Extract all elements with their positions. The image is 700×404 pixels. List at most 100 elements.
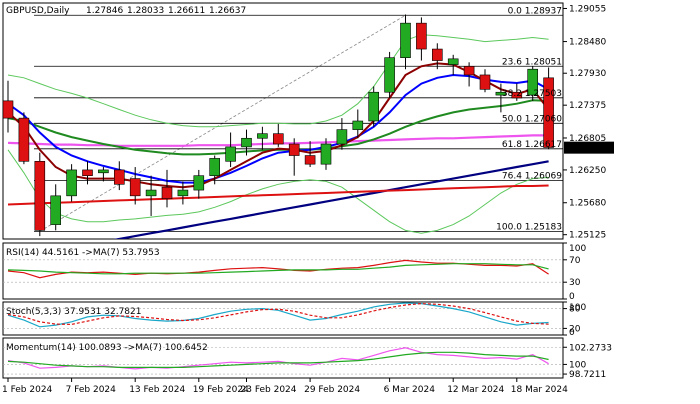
candle-down — [463, 66, 475, 76]
candle-up — [145, 189, 157, 197]
price-tick-label: 1.26805 — [569, 134, 606, 144]
time-tick-label: 13 Feb 2024 — [129, 385, 185, 395]
price-pane[interactable]: GBPUSD,Daily 1.27846 1.28033 1.26611 1.2… — [2, 2, 564, 259]
rsi-pane[interactable]: RSI(14) 44.5161 ->MA(7) 53.7953 — [2, 242, 564, 300]
candle-up — [257, 133, 268, 139]
fib-level-label: 38.2 1.27503 — [502, 89, 562, 99]
price-tick-label: 1.28480 — [569, 38, 606, 48]
candle-down — [543, 77, 554, 148]
time-tick-label: 1 Feb 2024 — [2, 385, 53, 395]
time-tick-label: 29 Feb 2024 — [304, 385, 360, 395]
candle-down — [416, 22, 427, 50]
stochastic-series-line — [7, 302, 549, 328]
ma-blue-line — [7, 73, 550, 184]
symbol-title: GBPUSD,Daily — [6, 6, 70, 16]
stochastic-tick-label: 0 — [569, 328, 575, 338]
candle-up — [209, 158, 220, 176]
price-tick-label: 1.25680 — [569, 199, 606, 209]
bollinger-lower-band — [7, 149, 549, 234]
candle-up — [50, 195, 62, 225]
candle-up — [336, 129, 348, 145]
last-price-badge — [564, 141, 614, 154]
fib-level-label: 100.0 1.25183 — [496, 222, 562, 232]
price-tick-label: 1.27930 — [569, 69, 606, 79]
rsi-tick-label: 70 — [569, 256, 581, 266]
time-axis: 1 Feb 2024 7 Feb 2024 13 Feb 2024 19 Feb 20… — [2, 378, 568, 395]
candle-up — [495, 91, 507, 96]
time-tick-label: 12 Mar 2024 — [447, 385, 504, 395]
ma-darkred-line — [7, 62, 550, 189]
price-tick-label: 1.29055 — [569, 4, 606, 14]
stochastic-tick-label: 100 — [569, 303, 586, 313]
bollinger-upper-band — [7, 34, 549, 128]
rsi-tick-label: 0 — [569, 292, 575, 302]
rsi-pane-frame — [2, 242, 564, 300]
ohlc-open: 1.27846 — [86, 6, 123, 16]
momentum-title: Momentum(14) 100.0893 ->MA(7) 100.6452 — [6, 343, 208, 353]
stochastic-pane-frame — [2, 301, 564, 336]
candle-up — [527, 68, 539, 96]
candle-up — [384, 57, 395, 93]
momentum-pane[interactable]: Momentum(14) 100.0893 ->MA(7) 100.6452 — [2, 337, 564, 379]
stochastic-pane[interactable]: Stoch(5,3,3) 37.9531 32.7821 — [2, 301, 564, 336]
candle-down — [304, 155, 316, 165]
momentum-tick-label: 100 — [569, 360, 586, 370]
candle-up — [320, 143, 332, 165]
stochastic-title: Stoch(5,3,3) 37.9531 32.7821 — [6, 307, 141, 317]
time-tick-label: 7 Feb 2024 — [66, 385, 117, 395]
time-tick-label: 23 Feb 2024 — [241, 385, 297, 395]
ohlc-high: 1.28033 — [127, 6, 164, 16]
price-tick-label: 1.27375 — [569, 101, 606, 111]
candle-up — [98, 169, 109, 174]
fib-level-label: 23.6 1.28051 — [502, 57, 562, 67]
rsi-series-line — [7, 263, 549, 275]
ohlc-low: 1.26611 — [168, 6, 205, 16]
price-tick-label: 1.25125 — [569, 231, 606, 241]
price-pane-frame — [2, 2, 564, 240]
stochastic-tick-label: 80 — [569, 305, 581, 315]
time-tick-label: 19 Feb 2024 — [193, 385, 249, 395]
fib-level-label: 0.0 1.28937 — [508, 6, 562, 16]
candle-down — [114, 169, 125, 185]
fib-level-label: 76.4 1.26069 — [502, 171, 562, 181]
fib-level-label: 50.0 1.27060 — [502, 114, 562, 124]
candle-down — [288, 143, 300, 156]
fib-level-label: 61.8 1.26617 — [502, 140, 562, 150]
momentum-tick-label: 98.7211 — [569, 370, 606, 380]
ma-green-line — [7, 99, 549, 156]
candle-down — [479, 74, 491, 90]
candle-down — [82, 169, 93, 176]
rsi-title: RSI(14) 44.5161 ->MA(7) 53.7953 — [6, 248, 160, 258]
candle-down — [34, 160, 46, 231]
candle-up — [368, 91, 380, 122]
candle-down — [161, 186, 173, 200]
candle-up — [447, 58, 459, 65]
candle-up — [400, 22, 411, 58]
price-tick-label: 1.26250 — [569, 166, 606, 176]
candle-up — [352, 120, 364, 130]
momentum-tick-label: 102.2733 — [569, 343, 612, 353]
candle-down — [129, 178, 141, 197]
candle-down — [431, 48, 443, 61]
stochastic-series-line — [7, 302, 549, 326]
last-price-label: 1.26637 — [569, 144, 606, 154]
momentum-series-line — [7, 351, 549, 368]
stochastic-tick-label: 20 — [569, 324, 581, 334]
ma-red-line — [7, 184, 549, 206]
candle-up — [241, 137, 252, 148]
candle-up — [225, 146, 236, 162]
candle-down — [511, 91, 523, 99]
rsi-tick-label: 30 — [569, 278, 581, 288]
time-tick-label: 18 Mar 2024 — [511, 385, 568, 395]
ohlc-close: 1.26637 — [209, 6, 246, 16]
candle-up — [177, 189, 189, 197]
candle-up — [66, 169, 77, 197]
time-tick-label: 6 Mar 2024 — [384, 385, 436, 395]
momentum-pane-frame — [2, 337, 564, 379]
candle-down — [18, 117, 30, 162]
candle-down — [3, 100, 14, 119]
candle-up — [193, 175, 205, 191]
candle-down — [272, 133, 284, 145]
rsi-tick-label: 100 — [569, 244, 586, 254]
